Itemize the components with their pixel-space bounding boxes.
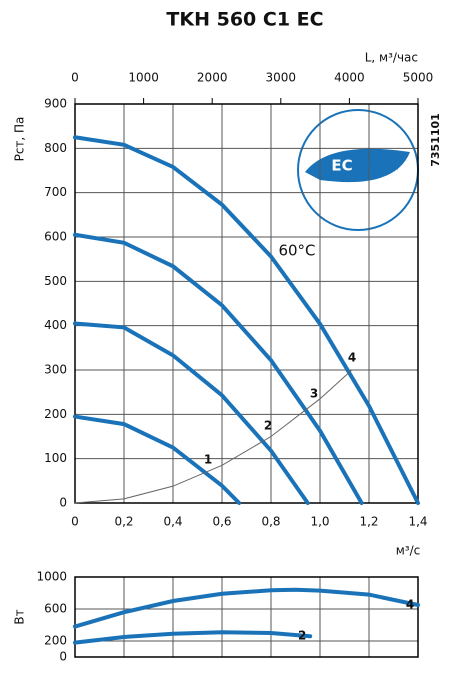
series-label: 3 [310, 387, 318, 401]
curve [73, 630, 313, 645]
x2-tick-label: 4000 [334, 71, 365, 85]
y-tick-label: 200 [44, 634, 67, 648]
annotation: 60°C [278, 242, 315, 260]
chart-title: TKH 560 C1 EC [166, 9, 323, 31]
x-tick-label: 1,4 [408, 515, 427, 529]
curve [73, 232, 364, 505]
x-tick-label: 1,0 [310, 515, 329, 529]
x-tick-label: 0,8 [261, 515, 280, 529]
series-label: 4 [348, 351, 356, 365]
x2-tick-label: 1000 [128, 71, 159, 85]
curve [74, 369, 353, 504]
ec-logo [297, 109, 419, 231]
y-tick-label: 400 [44, 318, 67, 332]
series-label: 2 [264, 419, 272, 433]
x2-tick-label: 0 [71, 71, 79, 85]
y-tick-label: 0 [59, 496, 67, 510]
curve [73, 587, 420, 629]
series-label: 4 [406, 598, 414, 612]
x2-tick-label: 5000 [403, 71, 434, 85]
annotation: -motor [357, 159, 401, 174]
x2-tick-label: 3000 [266, 71, 297, 85]
series-label: 2 [298, 629, 306, 643]
y-tick-label: 500 [44, 274, 67, 288]
series-label: 1 [204, 453, 212, 467]
x-tick-label: 1,2 [359, 515, 378, 529]
y-axis-label: Вт [13, 609, 27, 624]
y-tick-label: 600 [44, 602, 67, 616]
plot-frame [74, 576, 419, 658]
annotation: 7351101 [429, 113, 442, 167]
x-tick-label: 0,4 [163, 515, 182, 529]
curve [73, 135, 420, 505]
y-axis-label: Рст, Па [13, 117, 27, 162]
y-tick-label: 600 [44, 230, 67, 244]
x-axis-label: м³/с [396, 544, 421, 558]
x-tick-label: 0,6 [212, 515, 231, 529]
y-tick-label: 700 [44, 185, 67, 199]
x-tick-label: 0,2 [114, 515, 133, 529]
y-tick-label: 300 [44, 363, 67, 377]
curve [73, 321, 310, 505]
y-tick-label: 1000 [36, 570, 67, 584]
curve [73, 414, 242, 505]
x2-axis-label: L, м³/час [365, 51, 418, 65]
y-tick-label: 0 [59, 650, 67, 664]
plot-frame [74, 103, 419, 504]
y-tick-label: 200 [44, 407, 67, 421]
y-tick-label: 100 [44, 451, 67, 465]
x2-tick-label: 2000 [197, 71, 228, 85]
annotation: EC [331, 157, 352, 175]
x-tick-label: 0 [71, 515, 79, 529]
y-tick-label: 800 [44, 141, 67, 155]
y-tick-label: 900 [44, 97, 67, 111]
